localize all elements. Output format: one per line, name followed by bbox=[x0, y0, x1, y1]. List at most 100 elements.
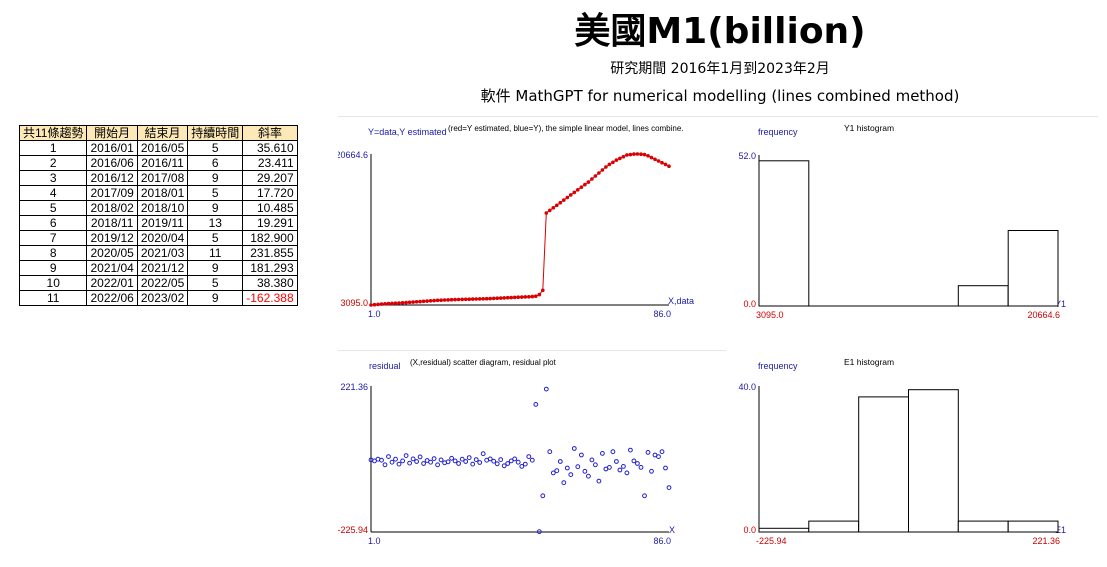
residual-point bbox=[452, 458, 458, 464]
residual-point bbox=[600, 451, 605, 456]
end-month-cell: 2020/04 bbox=[136, 230, 189, 246]
estimated-point bbox=[446, 298, 450, 302]
residual-point bbox=[431, 456, 437, 461]
slope-cell: -162.388 bbox=[242, 290, 298, 306]
estimated-point bbox=[498, 296, 503, 300]
estimated-point bbox=[660, 160, 664, 165]
estimated-point bbox=[407, 300, 412, 305]
end-month-cell: 2017/08 bbox=[136, 170, 189, 186]
estimated-point bbox=[418, 299, 422, 304]
study-period: 研究期間 2016年1月到2023年2月 bbox=[610, 61, 830, 77]
residual-point bbox=[645, 450, 651, 455]
trend-index-cell: 7 bbox=[18, 230, 88, 246]
end-month-cell: 2022/05 bbox=[136, 275, 189, 291]
estimated-point bbox=[558, 200, 563, 205]
end-month-cell: 2016/11 bbox=[136, 155, 189, 171]
estimated-point bbox=[593, 174, 598, 178]
estimated-point bbox=[551, 206, 556, 210]
duration-cell: 5 bbox=[187, 185, 244, 201]
slope-cell: 29.207 bbox=[242, 170, 298, 186]
header-start-month: 開始月 bbox=[86, 125, 138, 141]
y-min-label: 0.0 bbox=[743, 525, 756, 535]
estimated-point bbox=[432, 298, 436, 303]
estimated-line bbox=[370, 153, 670, 306]
estimated-point bbox=[505, 295, 510, 300]
duration-cell: 9 bbox=[187, 290, 244, 306]
residual-point bbox=[421, 461, 426, 466]
estimated-point bbox=[583, 182, 587, 187]
residual-point bbox=[540, 493, 546, 499]
estimated-point bbox=[611, 160, 615, 165]
chart-title: E1 histogram bbox=[844, 357, 894, 367]
residual-point bbox=[435, 462, 440, 468]
trend-index-cell: 4 bbox=[18, 185, 88, 201]
residual-point bbox=[635, 461, 640, 466]
estimated-point bbox=[537, 292, 542, 297]
estimated-point bbox=[649, 155, 654, 160]
residual-point bbox=[428, 459, 433, 465]
residual-point bbox=[666, 485, 672, 491]
residual-point bbox=[579, 452, 584, 458]
estimated-point bbox=[379, 302, 384, 306]
y-max-label: 20664.6 bbox=[338, 150, 368, 160]
residual-point bbox=[498, 457, 504, 462]
estimated-point bbox=[509, 295, 513, 300]
residual-point bbox=[642, 493, 647, 499]
trend-index-cell: 10 bbox=[18, 275, 88, 291]
trend-index-cell: 9 bbox=[18, 260, 88, 276]
end-month-cell: 2023/02 bbox=[136, 290, 189, 306]
middle-divider bbox=[338, 350, 726, 351]
histogram-bar bbox=[1007, 230, 1059, 307]
residual-point bbox=[631, 458, 637, 464]
duration-cell: 5 bbox=[187, 275, 244, 291]
end-month-cell: 2019/11 bbox=[136, 215, 189, 231]
residual-point bbox=[550, 470, 556, 476]
residual-point bbox=[582, 468, 588, 474]
residual-point bbox=[466, 455, 472, 460]
estimated-point bbox=[618, 156, 622, 161]
start-month-cell: 2020/05 bbox=[86, 245, 138, 261]
residual-point bbox=[659, 449, 665, 455]
y1-histogram: 52.0 0.0 3095.0 20664.6 frequency Y1 histogra… bbox=[726, 118, 1100, 328]
residual-point bbox=[610, 449, 616, 455]
estimated-point bbox=[576, 188, 580, 192]
residual-point bbox=[529, 457, 535, 463]
estimated-point bbox=[600, 168, 605, 172]
slope-cell: 231.855 bbox=[242, 245, 298, 261]
residual-point bbox=[638, 465, 644, 470]
residual-point bbox=[463, 459, 469, 464]
estimated-point bbox=[460, 297, 464, 302]
estimated-point bbox=[369, 303, 373, 307]
y-min-label: 3095.0 bbox=[340, 298, 368, 308]
x-min-label: -225.94 bbox=[756, 536, 787, 546]
table-row: 9 2021/04 2021/12 9 181.293 bbox=[18, 260, 298, 276]
estimated-point bbox=[421, 299, 426, 304]
table-header-row: 共11條趨勢 開始月 結束月 持續時間 斜率 bbox=[18, 125, 298, 141]
end-month-cell: 2018/10 bbox=[136, 200, 189, 216]
page-title: 美國M1(billion) bbox=[574, 11, 866, 52]
estimated-point bbox=[400, 301, 405, 305]
start-month-cell: 2022/01 bbox=[86, 275, 138, 291]
estimated-point bbox=[632, 152, 636, 156]
histogram-bar bbox=[957, 520, 1009, 533]
table-row: 4 2017/09 2018/01 5 17.720 bbox=[18, 185, 298, 201]
residual-point bbox=[607, 465, 612, 470]
estimated-point bbox=[390, 301, 394, 306]
x-axis-label: X,data bbox=[668, 296, 694, 306]
residual-point bbox=[614, 459, 619, 464]
start-month-cell: 2022/06 bbox=[86, 290, 138, 306]
chart-title: Y1 histogram bbox=[844, 123, 894, 133]
trend-index-cell: 1 bbox=[18, 140, 88, 156]
estimated-point bbox=[628, 152, 633, 157]
estimated-point bbox=[555, 203, 559, 208]
residual-point bbox=[473, 457, 479, 462]
estimated-point bbox=[590, 177, 594, 181]
residual-point bbox=[533, 402, 539, 407]
residual-point bbox=[379, 457, 384, 463]
estimated-point bbox=[404, 300, 408, 305]
estimated-point bbox=[562, 198, 566, 202]
table-row: 5 2018/02 2018/10 9 10.485 bbox=[18, 200, 298, 216]
end-month-cell: 2021/03 bbox=[136, 245, 189, 261]
residual-point bbox=[547, 449, 553, 455]
estimated-point bbox=[607, 162, 612, 167]
